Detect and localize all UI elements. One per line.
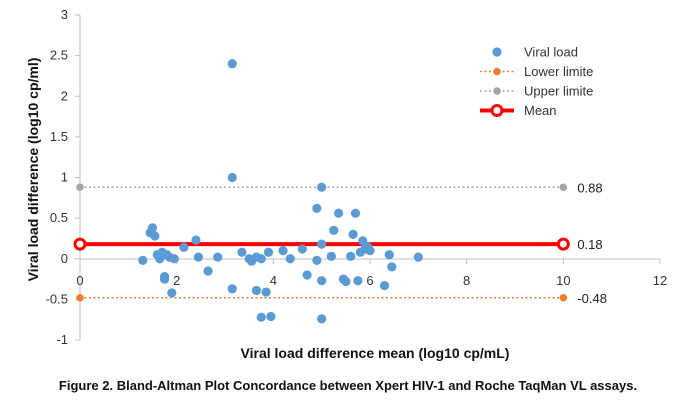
data-points <box>138 59 423 324</box>
figure-caption: Figure 2. Bland-Altman Plot Concordance … <box>58 378 638 393</box>
annotations: 0.88 0.18 -0.48 <box>577 180 607 306</box>
data-point <box>350 208 361 218</box>
data-point <box>379 280 390 291</box>
reference-value-label: -0.48 <box>577 291 607 306</box>
data-point <box>193 252 204 262</box>
x-tick-label: 0 <box>76 273 83 288</box>
data-point <box>266 311 276 322</box>
data-point <box>384 250 394 260</box>
data-point <box>278 246 288 256</box>
data-point <box>167 288 177 298</box>
data-point <box>365 246 375 256</box>
data-point <box>227 172 237 183</box>
x-tick-label: 6 <box>366 273 373 288</box>
data-point <box>227 59 237 69</box>
data-point <box>317 314 327 324</box>
lower-limite-marker <box>76 293 84 302</box>
y-tick-label: 2 <box>61 88 68 103</box>
upper-limite-marker <box>559 183 568 192</box>
data-point <box>213 252 223 262</box>
data-point <box>285 254 295 264</box>
bland-altman-chart: -1 -0.5 0 0.5 1 1.5 2 2.5 3 0 2 4 6 8 10 12 0.88 0.18 -0.… <box>25 7 668 361</box>
x-tick-label: 4 <box>270 273 277 288</box>
y-tick-label: 0.5 <box>50 210 68 225</box>
y-tick-label: 0 <box>61 251 68 266</box>
data-point <box>312 255 322 265</box>
data-point <box>138 255 148 265</box>
reference-value-label: 0.18 <box>577 237 602 252</box>
legend-swatch-marker <box>493 87 501 95</box>
data-point <box>413 252 423 262</box>
data-point <box>256 312 266 322</box>
x-tick-label: 12 <box>653 273 667 288</box>
data-point <box>326 251 336 261</box>
y-tick-label: 1 <box>61 170 68 185</box>
data-point <box>263 247 274 257</box>
data-point <box>147 223 158 233</box>
data-point <box>341 276 351 287</box>
data-point <box>387 262 397 272</box>
legend-swatch <box>492 47 502 57</box>
data-point <box>256 254 266 264</box>
legend: Viral load Lower limite Upper limite Mean <box>480 45 593 118</box>
data-point <box>348 229 358 239</box>
data-point <box>297 244 307 254</box>
data-point <box>353 276 363 286</box>
data-point <box>150 231 160 241</box>
y-tick-label: 3 <box>61 7 68 22</box>
x-tick-label: 2 <box>173 273 180 288</box>
x-tick-label: 10 <box>556 273 570 288</box>
legend-swatch-marker <box>493 67 501 76</box>
legend-label: Lower limite <box>524 64 593 79</box>
mean-marker <box>556 237 570 251</box>
legend-label: Upper limite <box>524 84 593 99</box>
data-point <box>191 235 201 245</box>
data-point <box>329 225 339 235</box>
data-point <box>251 285 262 296</box>
legend-swatch-marker <box>490 104 504 117</box>
lower-limite-marker <box>559 293 568 302</box>
legend-label: Viral load <box>524 45 578 60</box>
data-point <box>333 208 344 218</box>
data-point <box>317 182 327 192</box>
axes: -1 -0.5 0 0.5 1 1.5 2 2.5 3 0 2 4 6 8 10 12 <box>46 7 668 347</box>
data-point <box>346 251 356 261</box>
legend-label: Mean <box>524 103 557 118</box>
data-point <box>317 239 327 249</box>
x-axis-title: Viral load difference mean (log10 cp/mL) <box>241 345 510 361</box>
y-tick-label: 1.5 <box>50 129 68 144</box>
data-point <box>317 276 327 286</box>
data-point <box>203 266 213 276</box>
data-point <box>312 203 322 213</box>
data-point <box>261 287 271 297</box>
y-axis-title: Viral load difference (log10 cp/ml) <box>25 58 41 282</box>
y-tick-label: -1 <box>56 332 68 347</box>
data-point <box>302 270 312 280</box>
data-point <box>237 247 247 257</box>
data-point <box>179 242 189 252</box>
mean-marker <box>73 237 87 251</box>
upper-limite-marker <box>76 183 84 192</box>
y-tick-label: -0.5 <box>46 291 68 306</box>
reference-value-label: 0.88 <box>577 180 602 195</box>
data-point <box>169 254 179 264</box>
data-point <box>227 284 237 294</box>
data-point <box>159 274 170 284</box>
x-tick-label: 8 <box>463 273 470 288</box>
y-tick-label: 2.5 <box>50 48 68 63</box>
